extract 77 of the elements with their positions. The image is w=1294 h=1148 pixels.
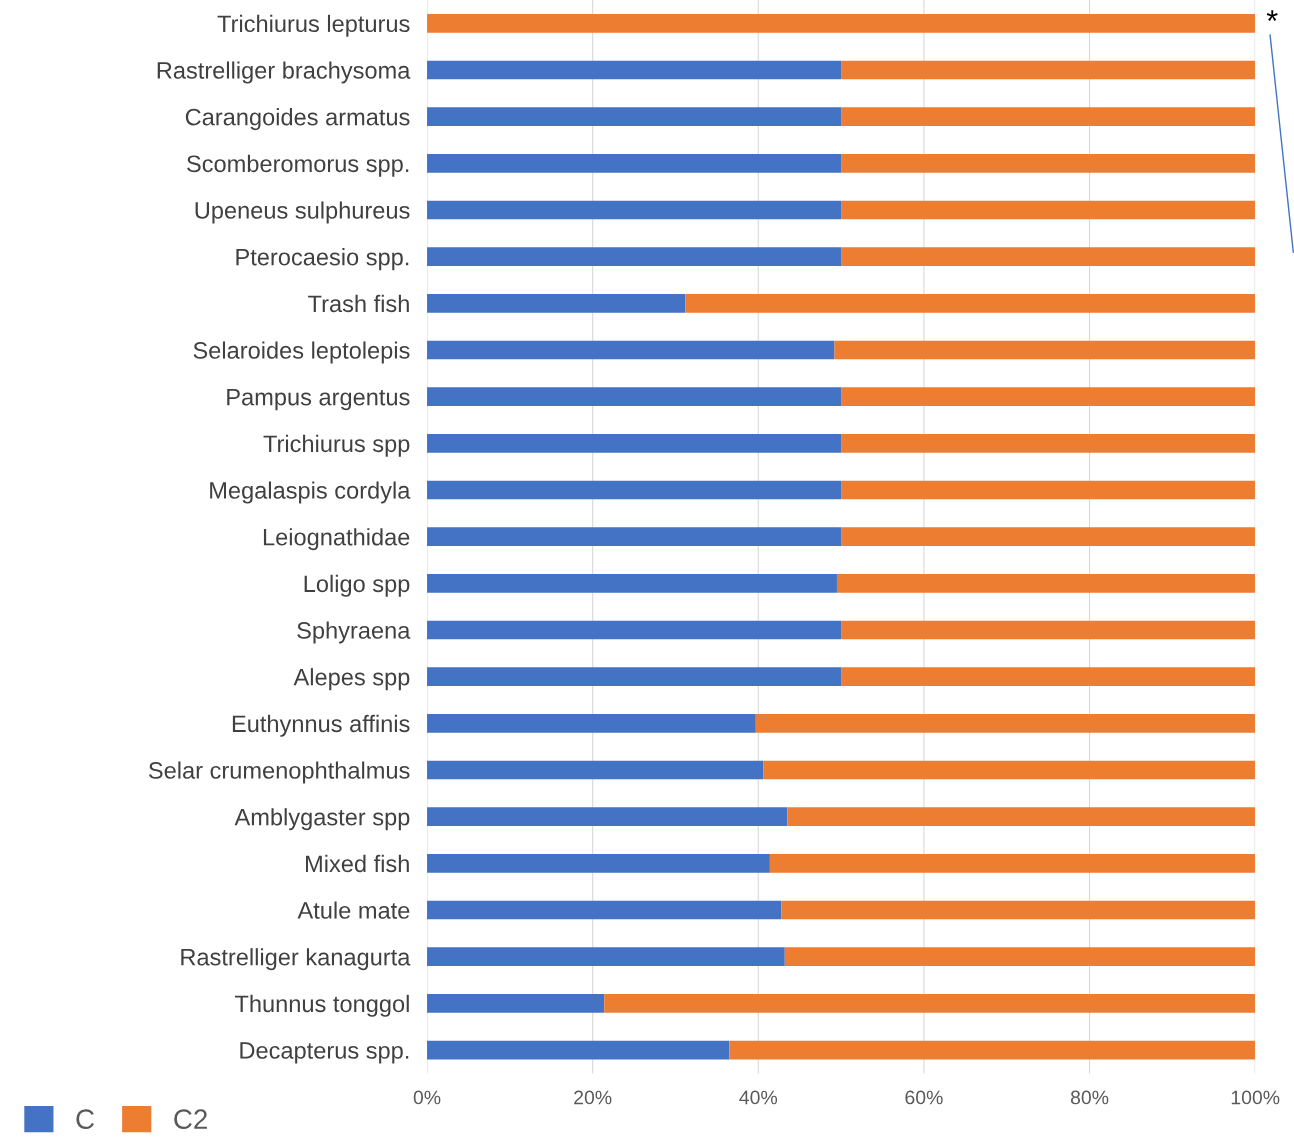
bar bbox=[427, 60, 842, 80]
bar bbox=[836, 574, 1256, 593]
bar bbox=[427, 527, 842, 547]
y-tick-label: Rastrelliger kanagurta bbox=[181, 948, 411, 971]
x-tick-label: 40% bbox=[739, 1090, 778, 1105]
y-tick-label: Carangoides armatus bbox=[185, 108, 410, 131]
bar bbox=[841, 154, 1256, 173]
bar bbox=[755, 714, 1256, 733]
bar bbox=[841, 60, 1256, 80]
bar bbox=[841, 667, 1256, 687]
bar bbox=[841, 434, 1256, 453]
y-tick-label: Euthynnus affinis bbox=[232, 714, 410, 737]
x-tick-label: 80% bbox=[1070, 1090, 1109, 1105]
bar bbox=[685, 294, 1256, 313]
bar bbox=[427, 340, 835, 360]
y-tick-label: Leiognathidae bbox=[263, 528, 410, 551]
bar bbox=[787, 807, 1256, 827]
bar bbox=[841, 200, 1256, 220]
y-tick-label: Trash fish bbox=[308, 294, 409, 313]
y-tick-label: Amblygaster spp bbox=[234, 808, 410, 831]
y-tick-label: Megalaspis cordyla bbox=[210, 481, 411, 504]
bar bbox=[841, 480, 1256, 500]
y-tick-label: Alepes spp bbox=[293, 668, 410, 691]
bar bbox=[604, 994, 1256, 1013]
legend-label: C bbox=[76, 1109, 94, 1129]
y-tick-label: Trichiurus spp bbox=[263, 434, 410, 457]
bar bbox=[427, 994, 605, 1013]
y-tick-label: Sphyraena bbox=[297, 621, 411, 644]
bar bbox=[427, 620, 842, 640]
y-tick-label: Rastrelliger brachysoma bbox=[157, 61, 411, 84]
x-tick-label: 20% bbox=[574, 1090, 612, 1105]
bar bbox=[769, 854, 1256, 873]
bar bbox=[427, 247, 842, 267]
x-tick-label: 0% bbox=[413, 1090, 441, 1105]
bar bbox=[729, 1040, 1256, 1060]
bar bbox=[427, 947, 785, 967]
y-tick-label: Scomberomorus spp. bbox=[187, 154, 409, 177]
y-tick-label: Atule mate bbox=[297, 901, 410, 919]
y-tick-label: Thunnus tonggol bbox=[234, 994, 409, 1017]
y-tick-label: Upeneus sulphureus bbox=[195, 201, 410, 224]
bar bbox=[841, 620, 1256, 640]
x-tick-label: 100% bbox=[1231, 1090, 1280, 1105]
bar bbox=[427, 480, 842, 500]
bar bbox=[427, 154, 842, 173]
bar bbox=[427, 1040, 730, 1060]
bar bbox=[427, 107, 842, 127]
bar bbox=[841, 387, 1256, 407]
y-tick-label: Selaroides leptolepis bbox=[193, 341, 410, 364]
bar bbox=[781, 900, 1256, 920]
bar bbox=[427, 667, 842, 687]
y-tick-label: Trichiurus lepturus bbox=[217, 14, 410, 37]
y-tick-label: Pampus argentus bbox=[227, 389, 410, 411]
y-tick-label: Loligo spp bbox=[304, 574, 410, 597]
bar bbox=[841, 247, 1256, 267]
x-tick-label: 60% bbox=[905, 1090, 943, 1105]
bar bbox=[427, 807, 788, 827]
y-tick-label: Pterocaesio spp. bbox=[236, 248, 409, 271]
bar bbox=[427, 434, 842, 453]
bar bbox=[841, 107, 1256, 127]
annotation: * bbox=[1266, 10, 1278, 21]
bar bbox=[763, 760, 1256, 780]
bar bbox=[427, 854, 770, 873]
y-tick-label: Decapterus spp. bbox=[240, 1042, 409, 1064]
y-tick-label: Mixed fish bbox=[306, 854, 409, 873]
bar bbox=[427, 387, 842, 407]
bar bbox=[427, 760, 764, 780]
bar bbox=[834, 340, 1256, 360]
bar bbox=[427, 14, 1256, 33]
legend-label: C2 bbox=[174, 1109, 207, 1129]
bar bbox=[427, 714, 756, 733]
bar bbox=[784, 947, 1256, 967]
bar bbox=[841, 527, 1256, 547]
bar bbox=[427, 294, 686, 313]
bar bbox=[427, 574, 837, 593]
bar bbox=[427, 900, 782, 920]
y-tick-label: Selar crumenophthalmus bbox=[148, 761, 410, 784]
bar bbox=[427, 200, 842, 220]
